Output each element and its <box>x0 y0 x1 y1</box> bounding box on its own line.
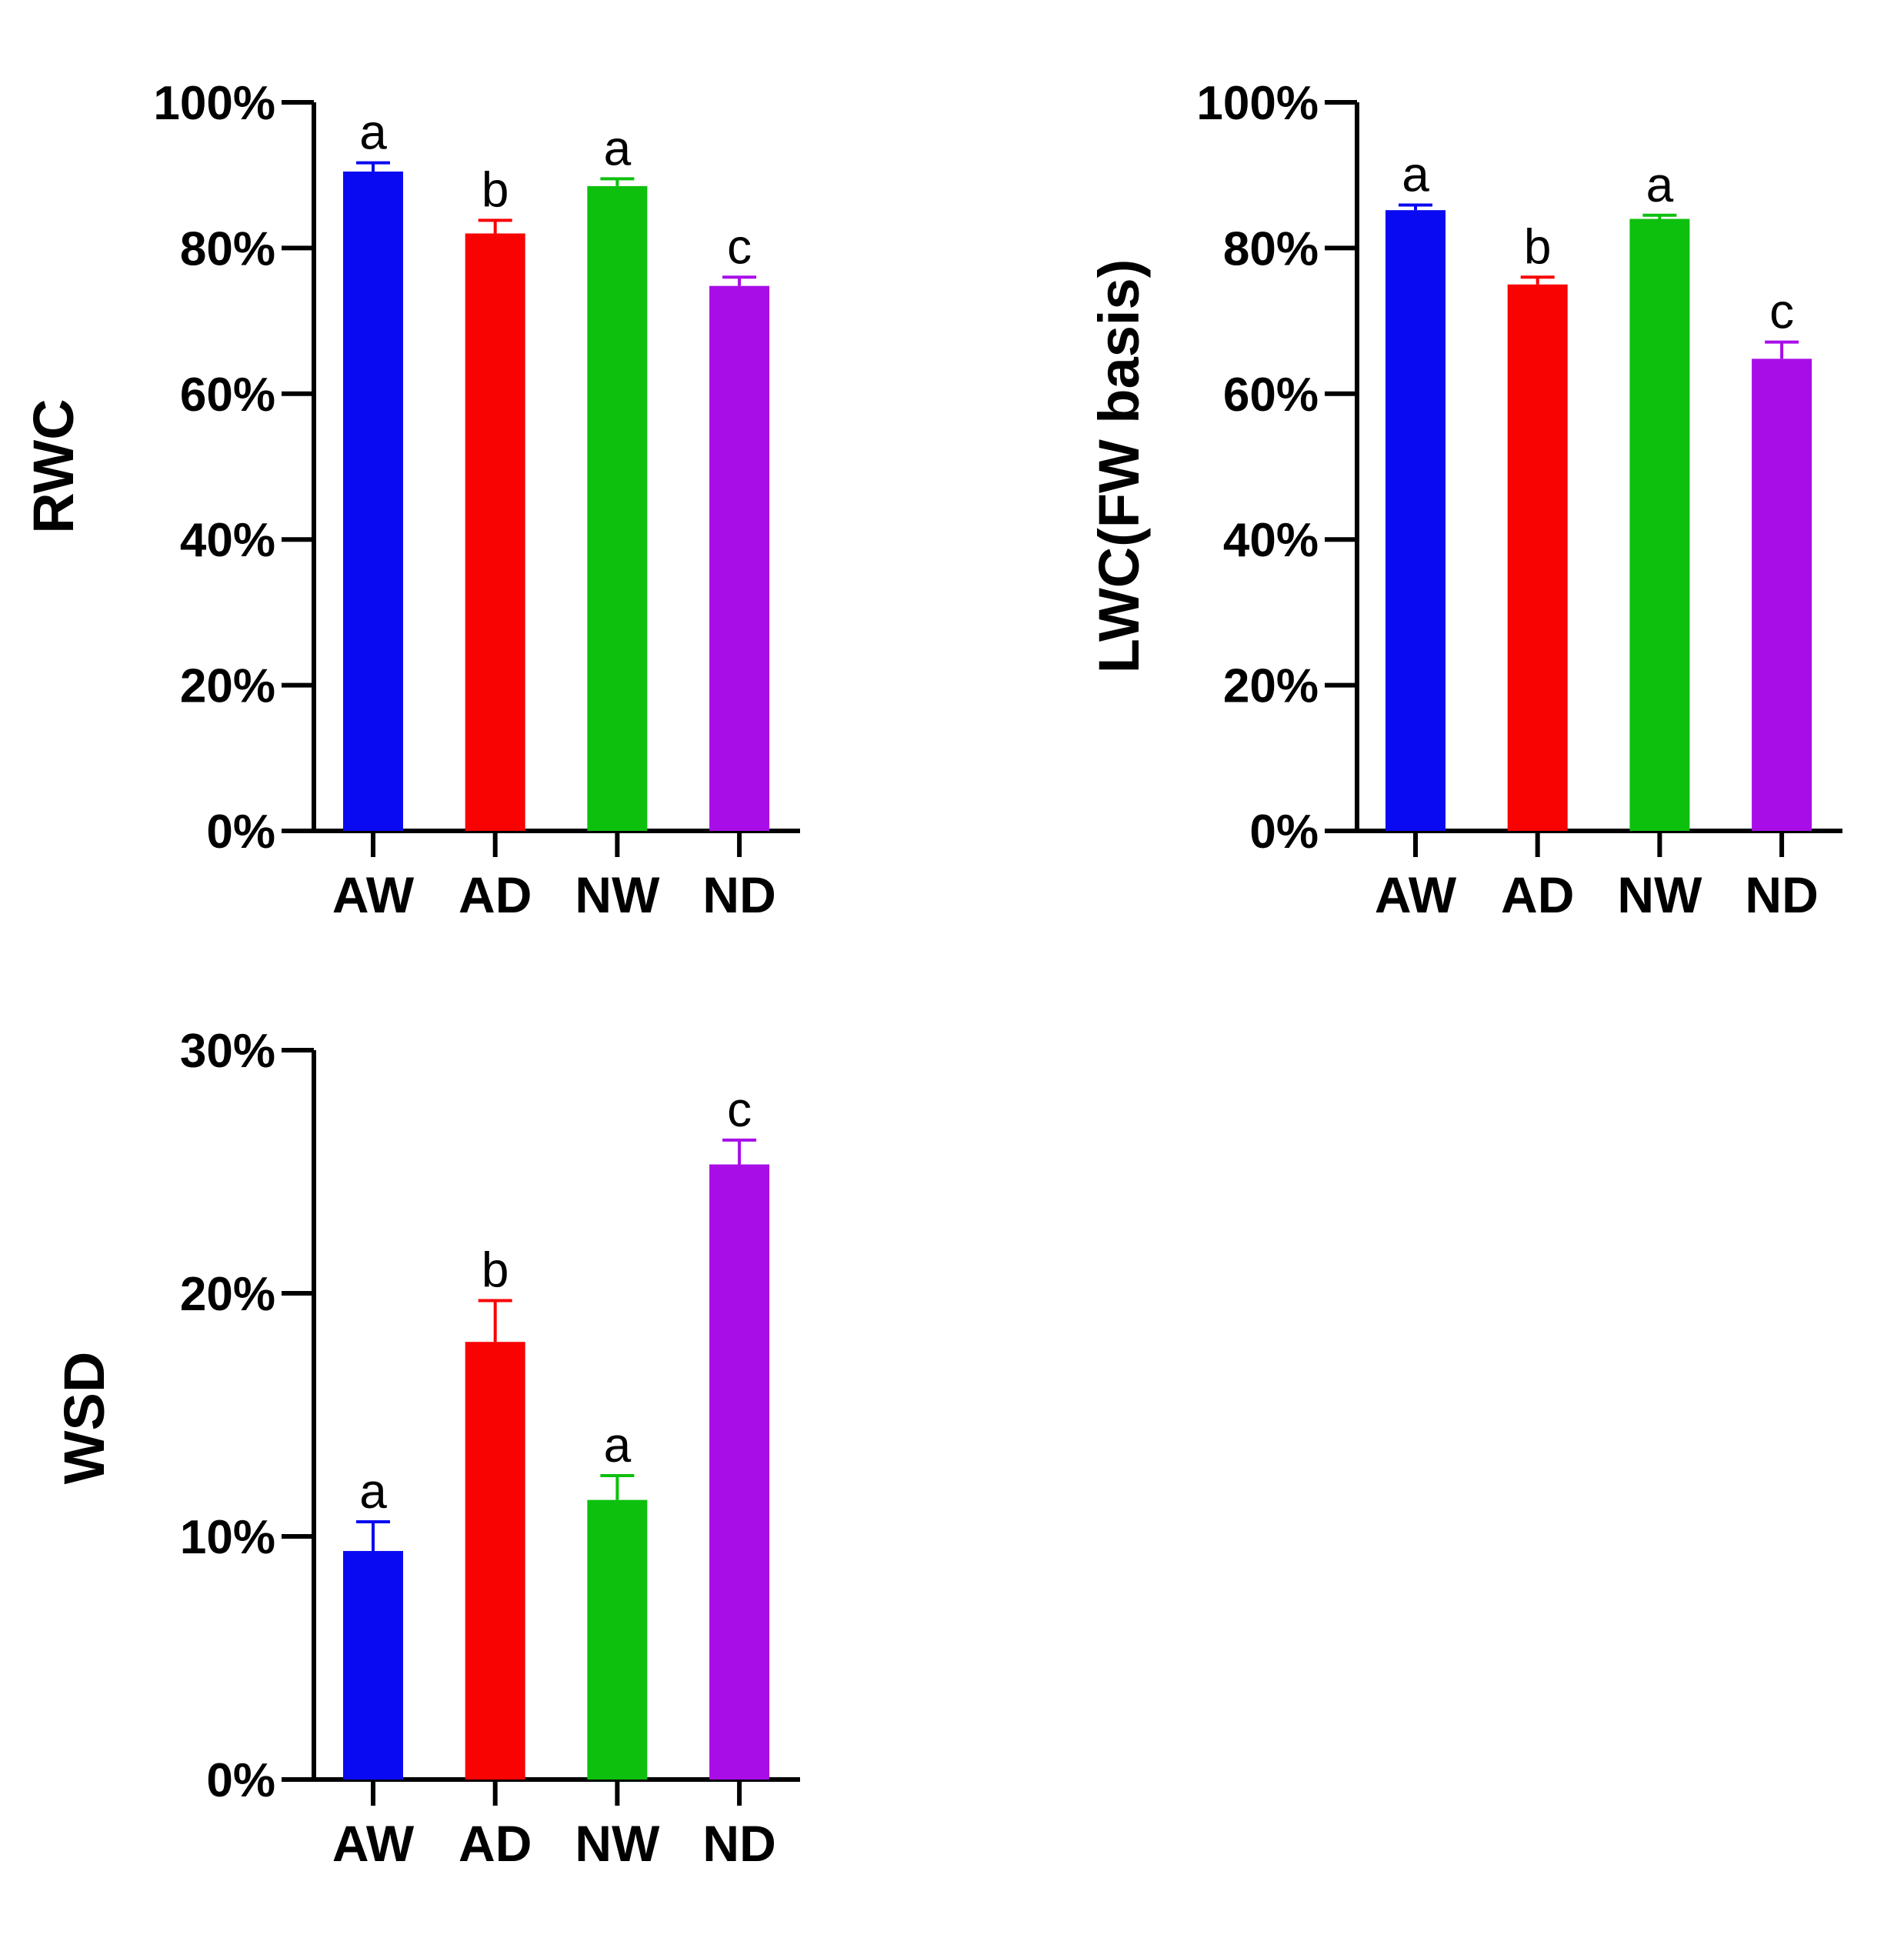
significance-label-aw: a <box>359 1463 387 1519</box>
x-tick-label-aw: AW <box>1375 866 1457 923</box>
x-tick-label-nw: NW <box>1617 866 1702 923</box>
y-tick-label: 10% <box>180 1511 275 1564</box>
significance-label-ad: b <box>482 162 509 217</box>
significance-label-ad: b <box>482 1242 509 1297</box>
y-axis-title: WSD <box>52 1352 116 1485</box>
y-axis-title: LWC(FW basis) <box>1087 259 1151 674</box>
bar-ad <box>465 233 525 832</box>
y-tick-label: 40% <box>180 514 275 567</box>
bar-nw <box>587 185 648 831</box>
bar-ad <box>465 1342 525 1780</box>
y-tick-label: 100% <box>153 77 275 130</box>
bar-aw <box>1385 210 1446 831</box>
y-tick-label: 0% <box>1249 806 1319 859</box>
bar-nd <box>709 1164 770 1780</box>
bar-aw <box>343 1550 403 1780</box>
significance-label-aw: a <box>1402 147 1429 202</box>
y-axis-title: RWC <box>22 399 85 533</box>
x-tick-label-nd: ND <box>702 866 775 923</box>
chart-panel-2: 0% 20% 40% 60% 80% 100% LWC(FW basis) a AW b AD a NW… <box>1087 77 1842 923</box>
y-tick-label: 0% <box>206 806 275 859</box>
y-tick-label: 60% <box>1223 369 1319 422</box>
x-tick-label-aw: AW <box>332 1815 415 1872</box>
x-tick-label-nw: NW <box>575 866 660 923</box>
x-tick-label-nd: ND <box>702 1815 775 1872</box>
y-tick-label: 20% <box>180 1268 275 1321</box>
y-tick-label: 30% <box>180 1025 275 1078</box>
significance-label-nw: a <box>604 120 632 175</box>
significance-label-nw: a <box>1646 157 1674 212</box>
y-tick-label: 20% <box>1223 660 1319 713</box>
y-tick-label: 0% <box>206 1754 275 1807</box>
y-tick-label: 80% <box>180 222 275 275</box>
bar-nd <box>709 285 770 831</box>
y-tick-label: 20% <box>180 660 275 713</box>
chart-panel-1: 0% 20% 40% 60% 80% 100% RWC a AW b AD a NW c ND <box>22 77 800 923</box>
bar-ad <box>1507 284 1568 831</box>
y-tick-label: 60% <box>180 369 275 422</box>
significance-label-nd: c <box>1769 284 1794 339</box>
significance-label-nd: c <box>727 218 752 274</box>
y-tick-label: 80% <box>1223 222 1319 275</box>
bar-nd <box>1752 359 1812 831</box>
x-tick-label-aw: AW <box>332 866 415 923</box>
y-tick-label: 40% <box>1223 514 1319 567</box>
bar-nw <box>587 1499 648 1780</box>
significance-label-nd: c <box>727 1082 752 1137</box>
x-tick-label-ad: AD <box>458 1815 532 1872</box>
chart-panel-3: 0% 10% 20% 30% WSD a AW b AD a NW c ND <box>52 1025 800 1872</box>
x-tick-label-ad: AD <box>1501 866 1574 923</box>
bar-nw <box>1629 218 1690 831</box>
bar-aw <box>343 171 403 832</box>
y-tick-label: 100% <box>1196 77 1319 130</box>
significance-label-nw: a <box>604 1417 632 1473</box>
significance-label-aw: a <box>359 105 387 160</box>
x-tick-label-nd: ND <box>1745 866 1818 923</box>
x-tick-label-nw: NW <box>575 1815 660 1872</box>
x-tick-label-ad: AD <box>458 866 532 923</box>
significance-label-ad: b <box>1524 218 1552 274</box>
